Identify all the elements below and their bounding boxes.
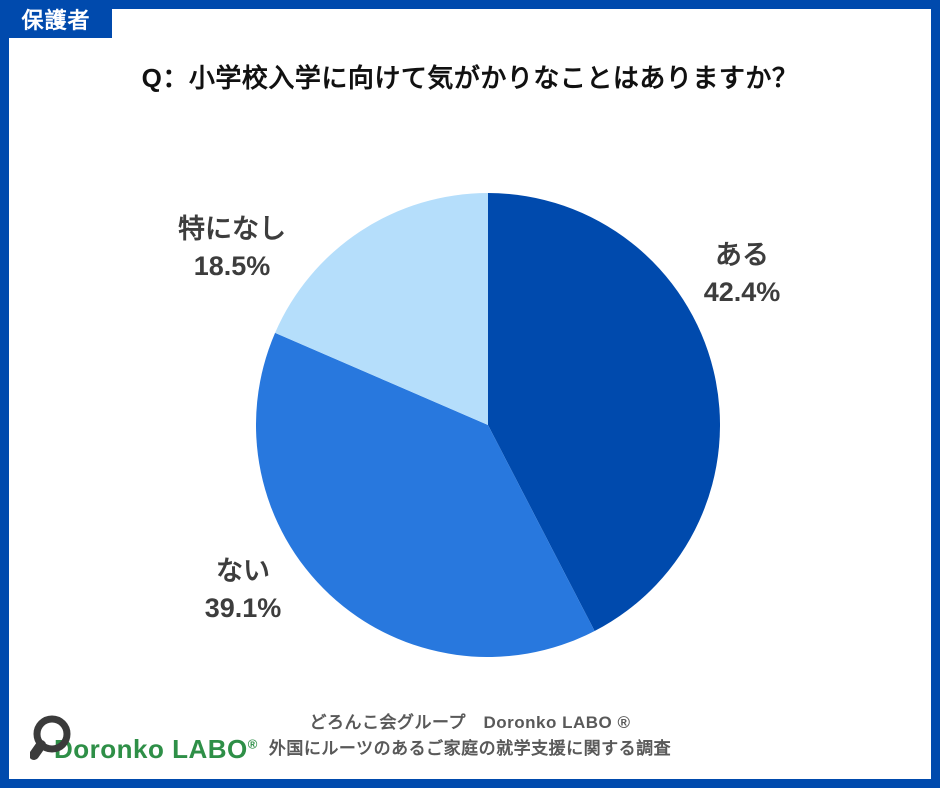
pie-slice-特になし	[275, 193, 488, 425]
magnifier-icon	[30, 715, 71, 760]
logo-registered-mark: ®	[247, 736, 258, 752]
pie-label-nai: ない 39.1%	[153, 553, 333, 627]
pie-label-tokuninashi: 特になし 18.5%	[142, 211, 322, 285]
pie-chart	[255, 193, 721, 658]
pie-slice-ない	[255, 332, 595, 658]
pie-label-tokuninashi-text: 特になし	[178, 214, 286, 244]
logo-wordmark: Doronko LABO	[54, 734, 248, 764]
pie-label-nai-value: 39.1%	[204, 593, 282, 623]
footer-caption-line2: 外国にルーツのあるご家庭の就学支援に関する調査	[268, 739, 672, 758]
audience-badge: 保護者	[0, 0, 112, 38]
audience-badge-label: 保護者	[21, 8, 91, 33]
pie-label-aru-value: 42.4%	[703, 277, 781, 307]
pie-label-nai-text: ない	[216, 556, 270, 586]
footer-caption-line1: どろんこ会グループ Doronko LABO ®	[309, 713, 631, 732]
chart-question-title: Q：小学校入学に向けて気がかりなことはありますか？	[141, 63, 799, 93]
pie-slice-ある	[488, 193, 721, 632]
pie-label-aru: ある 42.4%	[657, 237, 827, 311]
pie-chart-svg	[255, 193, 721, 658]
logo-text: Doronko LABO®	[54, 734, 258, 765]
pie-label-aru-text: ある	[715, 240, 769, 270]
pie-label-tokuninashi-value: 18.5%	[193, 251, 271, 281]
footer-caption: どろんこ会グループ Doronko LABO ® 外国にルーツのあるご家庭の就学…	[0, 710, 940, 762]
